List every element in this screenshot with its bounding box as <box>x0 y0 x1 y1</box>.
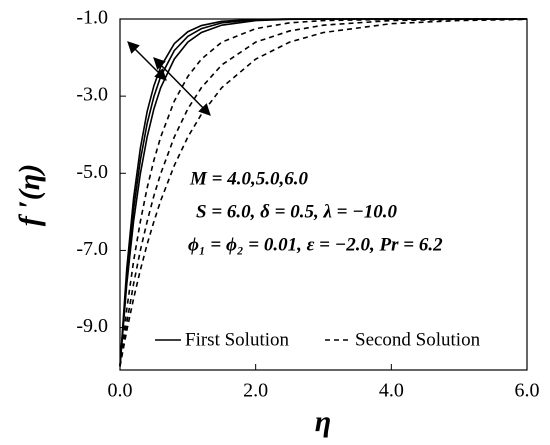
x-tick-label: 4.0 <box>379 380 404 402</box>
series-line <box>119 18 527 367</box>
arrow <box>127 41 167 81</box>
annotation: M = 4.0,5.0,6.0 <box>189 168 308 189</box>
x-tick-label: 2.0 <box>243 380 268 402</box>
annotation: ϕ₁ = ϕ₂ = 0.01, ε = −2.0, Pr = 6.2 <box>188 234 443 255</box>
y-tick-label: -3.0 <box>76 84 108 106</box>
y-tick-label: -5.0 <box>76 161 108 183</box>
series-line <box>119 18 528 367</box>
series-line <box>119 18 527 367</box>
plot-frame <box>119 18 528 371</box>
y-tick-label: -9.0 <box>76 315 108 337</box>
y-tick-label: -1.0 <box>76 7 108 29</box>
y-axis-label: f ′(η) <box>13 164 46 226</box>
arrow <box>153 57 211 116</box>
series-line <box>119 18 528 367</box>
annotation: S = 6.0, δ = 0.5, λ = −10.0 <box>196 201 397 222</box>
legend-label: First Solution <box>185 329 289 350</box>
y-tick-label: -7.0 <box>76 238 108 260</box>
legend-label: Second Solution <box>355 329 481 350</box>
series-line <box>119 18 527 367</box>
x-tick-label: 0.0 <box>108 380 133 402</box>
x-tick-label: 6.0 <box>515 380 540 402</box>
x-axis-label: η <box>315 405 331 438</box>
series-line <box>119 18 527 367</box>
